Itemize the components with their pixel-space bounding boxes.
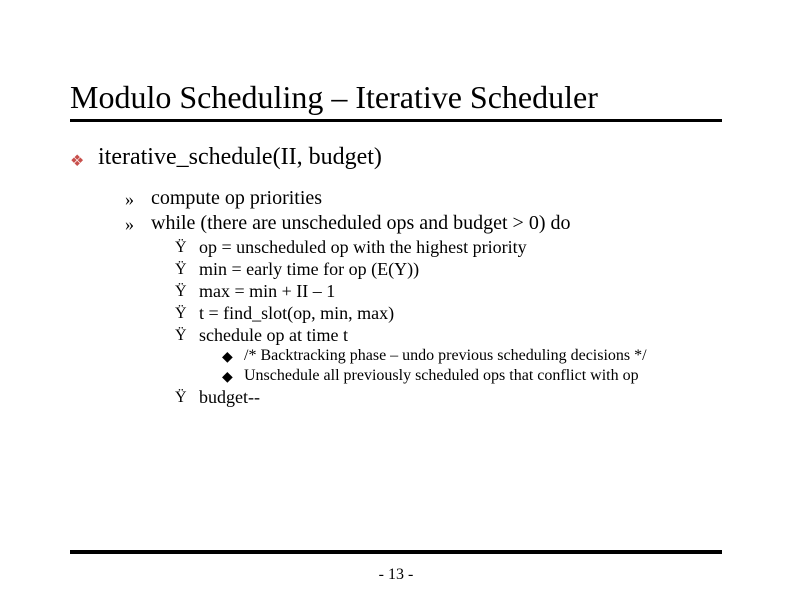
lvl4-text: Unschedule all previously scheduled ops …: [244, 367, 722, 385]
raquo-bullet-icon: »: [125, 212, 151, 235]
list-item-lvl2: » compute op priorities: [125, 187, 722, 210]
footer-divider: [70, 550, 722, 554]
y-bullet-icon: Ÿ: [175, 325, 199, 345]
slide-title: Modulo Scheduling – Iterative Scheduler: [70, 80, 722, 115]
y-bullet-icon: Ÿ: [175, 303, 199, 323]
raquo-bullet-icon: »: [125, 187, 151, 210]
list-item-lvl2: » while (there are unscheduled ops and b…: [125, 212, 722, 235]
page-number: - 13 -: [0, 566, 792, 584]
lvl3-text: t = find_slot(op, min, max): [199, 303, 722, 324]
lvl2-text: compute op priorities: [151, 187, 722, 210]
list-item-lvl3: Ÿ max = min + II – 1: [175, 281, 722, 302]
diamond-bullet-icon: ❖: [70, 144, 98, 171]
y-bullet-icon: Ÿ: [175, 281, 199, 301]
title-underline: [70, 119, 722, 122]
lvl2-text: while (there are unscheduled ops and bud…: [151, 212, 722, 235]
y-bullet-icon: Ÿ: [175, 259, 199, 279]
lvl3-text: schedule op at time t: [199, 325, 722, 346]
small-diamond-bullet-icon: ◆: [222, 367, 244, 386]
list-item-lvl3: Ÿ budget--: [175, 387, 722, 408]
list-item-lvl4: ◆ Unschedule all previously scheduled op…: [222, 367, 722, 386]
list-item-lvl4: ◆ /* Backtracking phase – undo previous …: [222, 347, 722, 366]
slide: Modulo Scheduling – Iterative Scheduler …: [0, 0, 792, 612]
lvl4-text: /* Backtracking phase – undo previous sc…: [244, 347, 722, 365]
lvl3-text: min = early time for op (E(Y)): [199, 259, 722, 280]
lvl3-text: budget--: [199, 387, 722, 408]
y-bullet-icon: Ÿ: [175, 237, 199, 257]
lvl3-text: max = min + II – 1: [199, 281, 722, 302]
small-diamond-bullet-icon: ◆: [222, 347, 244, 366]
list-item-lvl1: ❖ iterative_schedule(II, budget): [70, 144, 722, 171]
lvl3-text: op = unscheduled op with the highest pri…: [199, 237, 722, 258]
list-item-lvl3: Ÿ schedule op at time t: [175, 325, 722, 346]
y-bullet-icon: Ÿ: [175, 387, 199, 407]
list-item-lvl3: Ÿ min = early time for op (E(Y)): [175, 259, 722, 280]
lvl1-text: iterative_schedule(II, budget): [98, 144, 722, 171]
list-item-lvl3: Ÿ t = find_slot(op, min, max): [175, 303, 722, 324]
list-item-lvl3: Ÿ op = unscheduled op with the highest p…: [175, 237, 722, 258]
